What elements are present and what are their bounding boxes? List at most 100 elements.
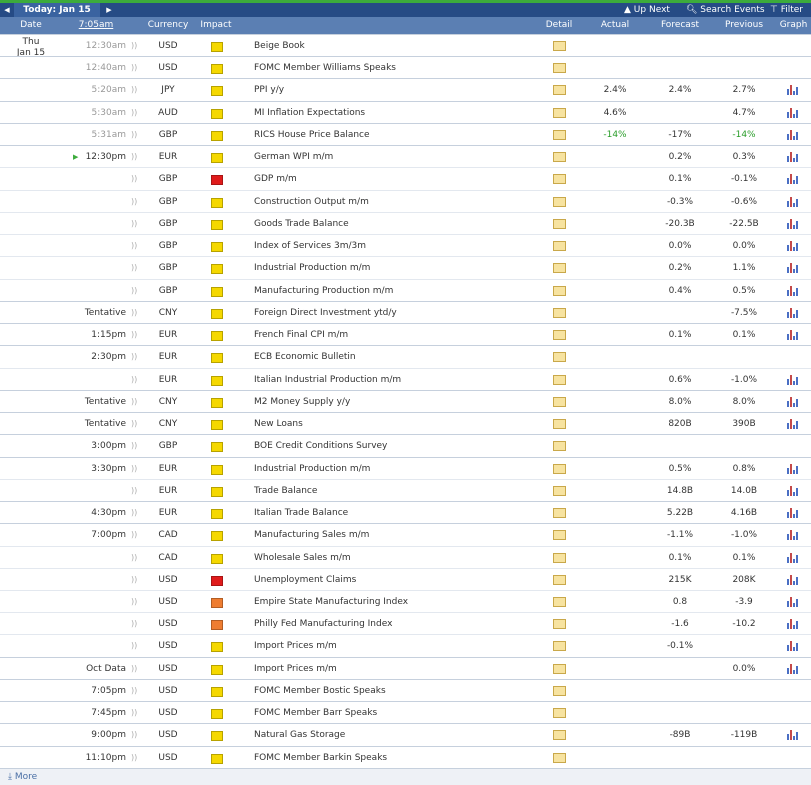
graph-icon[interactable]	[787, 196, 799, 207]
graph-icon[interactable]	[787, 218, 799, 229]
event[interactable]: Italian Trade Balance	[254, 508, 349, 519]
event-row[interactable]: 3:30pm)) EUR Industrial Production m/m 0.5%…	[0, 456, 811, 480]
graph-icon[interactable]	[787, 530, 799, 541]
event[interactable]: Italian Industrial Production m/m	[254, 374, 402, 385]
event[interactable]: RICS House Price Balance	[254, 129, 370, 140]
graph-icon[interactable]	[787, 263, 799, 274]
col-time[interactable]: 7:05am	[78, 20, 114, 30]
graph-icon[interactable]	[787, 574, 799, 585]
today-button[interactable]: Today: Jan 15	[14, 3, 100, 17]
event-row[interactable]: )) EUR Trade Balance 14.8B 14.0B	[0, 478, 811, 502]
detail-icon[interactable]	[553, 752, 566, 763]
event[interactable]: Import Prices m/m	[254, 663, 337, 674]
event-row[interactable]: )) GBP Manufacturing Production m/m 0.4% 0.5…	[0, 278, 811, 302]
graph-icon[interactable]	[787, 85, 799, 96]
search-events[interactable]: 🔍︎ Search Events	[686, 5, 765, 15]
graph-icon[interactable]	[787, 419, 799, 430]
event[interactable]: Industrial Production m/m	[254, 263, 371, 274]
event[interactable]: Empire State Manufacturing Index	[254, 597, 409, 607]
detail-icon[interactable]	[553, 419, 566, 430]
event[interactable]: Wholesale Sales m/m	[254, 552, 351, 563]
detail-icon[interactable]	[553, 85, 566, 96]
graph-icon[interactable]	[787, 508, 799, 519]
event[interactable]: BOE Credit Conditions Survey	[254, 441, 388, 452]
event[interactable]: PPI y/y	[254, 85, 285, 96]
detail-icon[interactable]	[553, 263, 566, 274]
detail-icon[interactable]	[553, 196, 566, 207]
detail-icon[interactable]	[553, 441, 566, 452]
event-row[interactable]: )) GBP Construction Output m/m -0.3% -0.6%	[0, 189, 811, 213]
detail-icon[interactable]	[553, 285, 566, 296]
prev-day[interactable]: ◀	[4, 6, 10, 14]
event[interactable]: Philly Fed Manufacturing Index	[254, 619, 393, 630]
detail-icon[interactable]	[553, 463, 566, 474]
detail-icon[interactable]	[553, 552, 566, 563]
event-row[interactable]: Tentative)) CNY New Loans 820B 390B	[0, 412, 811, 436]
detail-icon[interactable]	[553, 574, 566, 585]
detail-icon[interactable]	[553, 396, 566, 407]
detail-icon[interactable]	[553, 352, 566, 363]
event-row[interactable]: 12:30pm ▶)) EUR German WPI m/m 0.2% 0.3%	[0, 145, 811, 169]
event-row[interactable]: 9:00pm)) USD Natural Gas Storage -89B -119B	[0, 723, 811, 747]
event-row[interactable]: 5:30am)) AUD MI Inflation Expectations 4.6%…	[0, 100, 811, 124]
event[interactable]: Beige Book	[254, 41, 305, 51]
event-row[interactable]: 1:15pm)) EUR French Final CPI m/m 0.1% 0.1%	[0, 323, 811, 347]
event-row[interactable]: )) GBP Industrial Production m/m 0.2% 1.1%	[0, 256, 811, 280]
graph-icon[interactable]	[787, 641, 799, 652]
detail-icon[interactable]	[553, 307, 566, 318]
event-row[interactable]: 7:45pm)) USD FOMC Member Barr Speaks	[0, 701, 811, 725]
event-row[interactable]: )) GBP Index of Services 3m/3m 0.0% 0.0%	[0, 234, 811, 258]
detail-icon[interactable]	[553, 218, 566, 229]
detail-icon[interactable]	[553, 485, 566, 496]
event[interactable]: Manufacturing Sales m/m	[254, 530, 370, 541]
event[interactable]: Construction Output m/m	[254, 196, 369, 207]
graph-icon[interactable]	[787, 396, 799, 407]
detail-icon[interactable]	[553, 530, 566, 541]
event[interactable]: French Final CPI m/m	[254, 330, 349, 341]
event-row[interactable]: )) USD Philly Fed Manufacturing Index -1.6 -…	[0, 612, 811, 636]
graph-icon[interactable]	[787, 663, 799, 674]
event-row[interactable]: )) CAD Wholesale Sales m/m 0.1% 0.1%	[0, 545, 811, 569]
graph-icon[interactable]	[787, 619, 799, 630]
event[interactable]: New Loans	[254, 419, 303, 430]
filter[interactable]: ⊤ Filter	[770, 5, 803, 15]
detail-icon[interactable]	[553, 152, 566, 163]
event-row[interactable]: )) GBP GDP m/m 0.1% -0.1%	[0, 167, 811, 191]
event-row[interactable]: 11:10pm)) USD FOMC Member Barkin Speaks	[0, 745, 811, 769]
detail-icon[interactable]	[553, 129, 566, 140]
detail-icon[interactable]	[553, 685, 566, 696]
event-row[interactable]: 7:05pm)) USD FOMC Member Bostic Speaks	[0, 678, 811, 702]
graph-icon[interactable]	[787, 107, 799, 118]
more-link[interactable]: ⤓ More	[8, 772, 38, 782]
event[interactable]: Index of Services 3m/3m	[254, 241, 367, 252]
event[interactable]: M2 Money Supply y/y	[254, 396, 351, 407]
detail-icon[interactable]	[553, 508, 566, 519]
event[interactable]: Manufacturing Production m/m	[254, 285, 394, 296]
event-row[interactable]: 4:30pm)) EUR Italian Trade Balance 5.22B 4.1…	[0, 501, 811, 525]
event-row[interactable]: 7:00pm)) CAD Manufacturing Sales m/m -1.1% -…	[0, 523, 811, 547]
graph-icon[interactable]	[787, 552, 799, 563]
graph-icon[interactable]	[787, 330, 799, 341]
event-row[interactable]: Thu Jan 15 12:30am)) USD Beige Book	[0, 34, 811, 58]
graph-icon[interactable]	[787, 152, 799, 163]
event-row[interactable]: )) USD Empire State Manufacturing Index 0.8…	[0, 590, 811, 613]
graph-icon[interactable]	[787, 241, 799, 252]
event-row[interactable]: Tentative)) CNY M2 Money Supply y/y 8.0% 8.0…	[0, 389, 811, 413]
event[interactable]: FOMC Member Barr Speaks	[254, 708, 378, 719]
event-row[interactable]: 5:20am)) JPY PPI y/y 2.4% 2.4% 2.7%	[0, 78, 811, 102]
event[interactable]: Trade Balance	[254, 485, 318, 496]
event[interactable]: ECB Economic Bulletin	[254, 352, 356, 363]
event[interactable]: Goods Trade Balance	[254, 218, 349, 229]
next-day[interactable]: ▶	[106, 6, 112, 14]
graph-icon[interactable]	[787, 129, 799, 140]
event-row[interactable]: 3:00pm)) GBP BOE Credit Conditions Survey	[0, 434, 811, 458]
event[interactable]: German WPI m/m	[254, 152, 334, 163]
detail-icon[interactable]	[553, 597, 566, 607]
event[interactable]: MI Inflation Expectations	[254, 107, 366, 118]
event[interactable]: GDP m/m	[254, 174, 297, 185]
detail-icon[interactable]	[553, 330, 566, 341]
event[interactable]: FOMC Member Barkin Speaks	[254, 752, 388, 763]
graph-icon[interactable]	[787, 463, 799, 474]
event-row[interactable]: Tentative)) CNY Foreign Direct Investment …	[0, 300, 811, 324]
graph-icon[interactable]	[787, 485, 799, 496]
